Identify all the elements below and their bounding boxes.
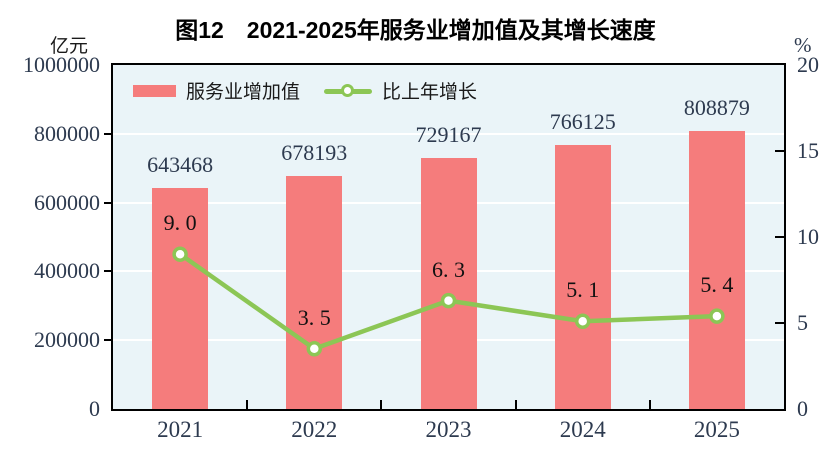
left-axis-tick bbox=[104, 270, 113, 273]
left-axis-tick-label: 200000 bbox=[34, 327, 100, 353]
value-bar bbox=[420, 158, 477, 409]
plot-area: 服务业增加值 比上年增长 bbox=[111, 63, 786, 411]
bar-value-label: 678193 bbox=[281, 139, 348, 165]
right-axis-tick-label: 0 bbox=[797, 396, 808, 421]
value-bar bbox=[286, 175, 343, 409]
right-axis-tick bbox=[775, 150, 784, 152]
growth-value-label: 5. 4 bbox=[700, 272, 734, 298]
right-axis-tick bbox=[775, 322, 784, 324]
line-legend-marker-icon bbox=[341, 83, 355, 97]
bar-value-label: 808879 bbox=[683, 94, 750, 120]
line-marker bbox=[306, 341, 323, 357]
value-bar bbox=[554, 145, 611, 409]
line-marker bbox=[709, 308, 725, 324]
growth-value-label: 5. 1 bbox=[566, 277, 600, 303]
x-axis-tick bbox=[380, 400, 383, 409]
x-axis-tick bbox=[514, 400, 517, 409]
growth-value-label: 6. 3 bbox=[432, 256, 465, 282]
chart-title: 图12 2021-2025年服务业增加值及其增长速度 bbox=[175, 17, 656, 43]
x-axis-category-label: 2024 bbox=[559, 417, 606, 442]
line-marker bbox=[440, 292, 457, 309]
left-axis-tick bbox=[104, 339, 113, 342]
growth-value-label: 9. 0 bbox=[163, 210, 197, 236]
left-axis-tick-label: 400000 bbox=[34, 258, 100, 284]
line-legend-swatch-icon bbox=[324, 83, 373, 98]
right-axis-tick-label: 10 bbox=[797, 224, 819, 249]
left-axis-tick bbox=[104, 132, 113, 135]
bar-value-label: 729167 bbox=[415, 122, 482, 148]
left-axis-tick-label: 0 bbox=[89, 396, 100, 421]
x-axis-category-label: 2023 bbox=[425, 417, 472, 442]
bar-legend-swatch-icon bbox=[133, 84, 176, 97]
bar-value-label: 766125 bbox=[549, 109, 616, 135]
bar-legend-label: 服务业增加值 bbox=[186, 82, 301, 103]
left-axis-unit: 亿元 bbox=[50, 36, 89, 57]
x-axis-category-label: 2025 bbox=[693, 417, 740, 442]
right-axis-unit: % bbox=[794, 33, 812, 57]
line-marker bbox=[574, 313, 591, 330]
growth-value-label: 3. 5 bbox=[297, 304, 331, 330]
left-axis-tick-label: 1000000 bbox=[23, 52, 100, 77]
gridline bbox=[113, 132, 784, 135]
legend: 服务业增加值 比上年增长 bbox=[133, 77, 491, 104]
value-bar bbox=[152, 187, 209, 409]
right-axis-tick bbox=[775, 236, 784, 238]
left-axis-tick-label: 800000 bbox=[34, 120, 100, 146]
line-marker bbox=[172, 246, 188, 262]
value-bar bbox=[688, 130, 745, 409]
bar-value-label: 643468 bbox=[147, 151, 214, 177]
growth-line-svg bbox=[172, 246, 725, 357]
x-axis-category-label: 2021 bbox=[157, 417, 204, 442]
left-axis-tick bbox=[104, 201, 113, 204]
right-axis-tick-label: 15 bbox=[797, 138, 819, 163]
right-axis-tick-label: 5 bbox=[797, 310, 808, 335]
x-axis-tick bbox=[246, 400, 249, 409]
right-axis-tick-label: 20 bbox=[797, 52, 819, 77]
x-axis-tick bbox=[648, 400, 651, 409]
left-axis-tick-label: 600000 bbox=[34, 189, 100, 215]
x-axis-category-label: 2022 bbox=[291, 417, 338, 442]
line-legend-label: 比上年增长 bbox=[382, 82, 478, 103]
